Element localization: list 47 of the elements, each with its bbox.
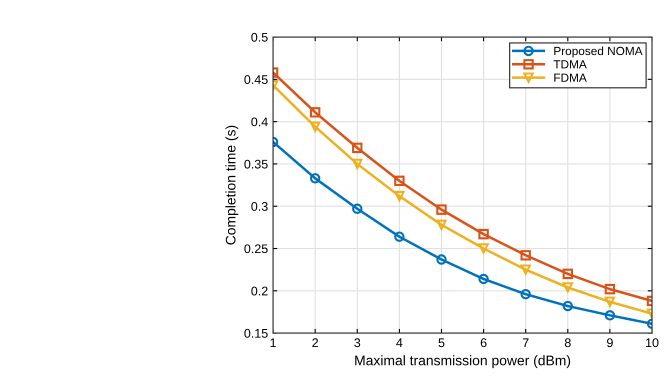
point xyxy=(352,142,362,154)
point xyxy=(352,158,362,170)
point xyxy=(394,190,405,202)
y-tick-label: 0.15 xyxy=(244,328,268,338)
point xyxy=(562,268,574,280)
x-tick-label: 2 xyxy=(312,338,318,348)
x-tick-label: 1 xyxy=(270,338,276,348)
point xyxy=(478,243,489,254)
point xyxy=(394,231,405,242)
x-tick-label: 9 xyxy=(607,338,613,348)
y-tick-label: 0.4 xyxy=(251,117,268,126)
legend-label: Proposed NOMA xyxy=(554,46,643,58)
x-tick-label: 10 xyxy=(646,338,658,348)
point xyxy=(310,107,320,118)
y-tick-label: 0.45 xyxy=(244,75,268,84)
point xyxy=(310,122,320,132)
point xyxy=(562,282,574,293)
x-tick-label: 4 xyxy=(396,338,402,348)
point xyxy=(520,288,531,300)
point xyxy=(604,310,616,321)
point xyxy=(520,250,531,260)
y-tick-label: 0.5 xyxy=(251,32,268,42)
x-tick-label: 8 xyxy=(564,338,571,348)
x-axis-title: Maximal transmission power (dBm) xyxy=(355,355,570,368)
point xyxy=(352,204,362,214)
point xyxy=(394,176,405,186)
point xyxy=(604,284,616,294)
y-tick-label: 0.35 xyxy=(244,160,268,169)
y-axis-title: Completion time (s) xyxy=(225,126,238,245)
legend-label: FDMA xyxy=(554,74,587,82)
point xyxy=(436,254,447,265)
x-tick-label: 6 xyxy=(480,338,487,348)
point xyxy=(520,264,531,275)
y-tick-label: 0.3 xyxy=(251,202,268,211)
point xyxy=(310,173,320,184)
point xyxy=(478,274,489,284)
x-tick-label: 5 xyxy=(438,338,444,348)
x-tick-label: 3 xyxy=(354,338,360,348)
point xyxy=(604,296,616,308)
x-tick-label: 7 xyxy=(522,338,529,348)
legend-label: TDMA xyxy=(554,60,587,68)
point xyxy=(436,220,447,230)
y-tick-label: 0.25 xyxy=(244,244,268,254)
point xyxy=(436,204,447,215)
point xyxy=(562,300,574,312)
y-tick-label: 0.2 xyxy=(251,286,268,296)
point xyxy=(478,228,489,240)
